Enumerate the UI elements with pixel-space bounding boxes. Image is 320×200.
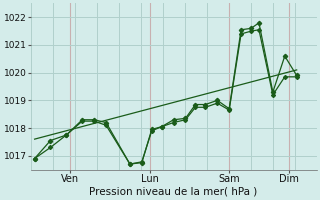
X-axis label: Pression niveau de la mer( hPa ): Pression niveau de la mer( hPa ) xyxy=(90,187,258,197)
